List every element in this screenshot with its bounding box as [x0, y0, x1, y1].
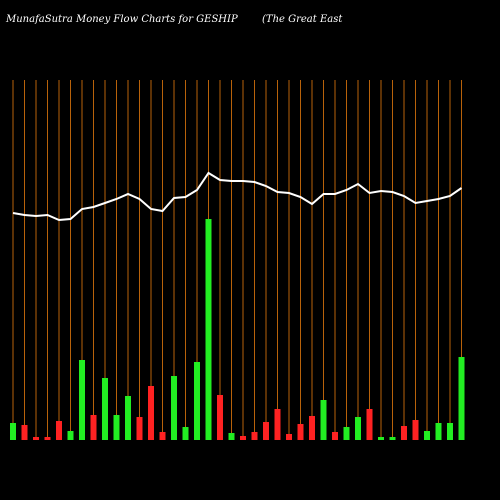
chart-subtitle: (The Great East — [262, 14, 343, 25]
bar — [251, 432, 258, 440]
bar — [217, 395, 223, 440]
bar — [79, 360, 85, 440]
bar — [240, 436, 246, 440]
bar — [171, 376, 177, 440]
bar — [136, 417, 143, 440]
bar — [355, 417, 361, 440]
bar — [90, 415, 97, 440]
bar — [67, 431, 74, 440]
bar — [435, 423, 442, 440]
bar — [332, 432, 338, 440]
bar — [447, 423, 453, 440]
bar — [125, 396, 131, 440]
bar — [401, 426, 407, 440]
bar — [320, 400, 327, 440]
bar — [113, 415, 120, 440]
bar — [182, 427, 189, 440]
chart-title: MunafaSutra Money Flow Charts for GESHIP — [5, 14, 238, 25]
bar — [378, 437, 384, 440]
bar — [33, 437, 39, 440]
bar — [228, 433, 235, 440]
bar — [102, 378, 108, 440]
bar — [148, 386, 154, 440]
bar — [424, 431, 430, 440]
bar — [205, 219, 212, 440]
money-flow-line — [12, 171, 463, 222]
bar — [389, 437, 396, 440]
bar — [343, 427, 350, 440]
bar — [10, 423, 16, 440]
bar — [366, 409, 373, 440]
bar — [412, 420, 419, 440]
bar — [44, 437, 51, 440]
bar — [274, 409, 281, 440]
bar — [309, 416, 315, 440]
bar — [263, 422, 269, 440]
bar — [458, 357, 465, 440]
bar — [194, 362, 200, 440]
bar — [56, 421, 62, 440]
bar — [159, 432, 166, 440]
bar — [297, 424, 304, 440]
bar — [286, 434, 292, 440]
bar — [21, 425, 28, 440]
